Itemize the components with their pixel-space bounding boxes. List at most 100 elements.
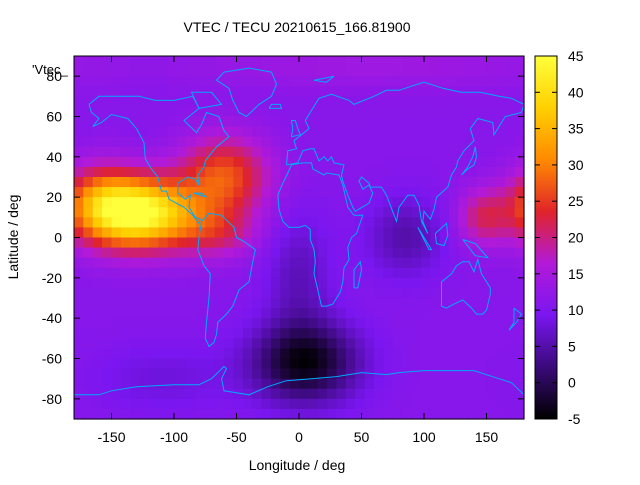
heatmap-cell bbox=[317, 177, 328, 188]
heatmap-cell bbox=[430, 166, 441, 178]
heatmap-cell bbox=[120, 237, 131, 249]
heatmap-cell bbox=[167, 408, 178, 420]
heatmap-cell bbox=[317, 66, 328, 77]
heatmap-cell bbox=[195, 116, 206, 128]
heatmap-cell bbox=[420, 126, 431, 138]
heatmap-cell bbox=[224, 358, 234, 370]
heatmap-cell bbox=[336, 146, 347, 158]
heatmap-cell bbox=[420, 298, 431, 309]
heatmap-cell bbox=[430, 378, 441, 390]
heatmap-cell bbox=[158, 408, 169, 420]
heatmap-cell bbox=[477, 267, 488, 279]
heatmap-cell bbox=[158, 368, 169, 380]
heatmap-cell bbox=[92, 257, 103, 269]
heatmap-cell bbox=[345, 166, 356, 178]
heatmap-cell bbox=[83, 368, 94, 380]
heatmap-cell bbox=[402, 368, 413, 380]
heatmap-cell bbox=[336, 56, 347, 67]
heatmap-cell bbox=[149, 136, 159, 148]
heatmap-cell bbox=[364, 66, 375, 77]
heatmap-cell bbox=[514, 287, 525, 299]
heatmap-cell bbox=[111, 368, 122, 380]
heatmap-cell bbox=[392, 96, 403, 108]
heatmap-cell bbox=[74, 116, 84, 128]
heatmap-cell bbox=[242, 96, 253, 108]
heatmap-cell bbox=[458, 76, 469, 87]
heatmap-cell bbox=[392, 187, 403, 198]
heatmap-cell bbox=[420, 207, 431, 218]
heatmap-cell bbox=[158, 166, 169, 178]
heatmap-cell bbox=[439, 388, 450, 400]
heatmap-cell bbox=[364, 247, 375, 259]
heatmap-cell bbox=[149, 287, 159, 299]
heatmap-cell bbox=[261, 56, 272, 67]
heatmap-cell bbox=[449, 348, 459, 360]
heatmap-cell bbox=[327, 328, 338, 339]
heatmap-cell bbox=[495, 207, 506, 218]
heatmap-cell bbox=[374, 348, 384, 360]
heatmap-cell bbox=[270, 358, 281, 370]
heatmap-cell bbox=[252, 56, 263, 67]
heatmap-cell bbox=[261, 126, 272, 138]
heatmap-cell bbox=[289, 348, 300, 360]
heatmap-cell bbox=[149, 247, 159, 259]
heatmap-cell bbox=[514, 136, 525, 148]
heatmap-cell bbox=[308, 398, 319, 410]
heatmap-cell bbox=[158, 247, 169, 259]
heatmap-cell bbox=[495, 247, 506, 259]
heatmap-cell bbox=[280, 177, 291, 188]
heatmap-cell bbox=[205, 298, 216, 309]
heatmap-cell bbox=[495, 177, 506, 188]
heatmap-cell bbox=[242, 166, 253, 178]
heatmap-cell bbox=[186, 237, 197, 249]
heatmap-cell bbox=[195, 106, 206, 118]
heatmap-cell bbox=[149, 76, 159, 87]
heatmap-cell bbox=[233, 217, 244, 229]
heatmap-cell bbox=[458, 277, 469, 289]
heatmap-cell bbox=[224, 408, 234, 420]
heatmap-cell bbox=[111, 308, 122, 319]
heatmap-cell bbox=[205, 237, 216, 249]
colorbar-tick-label: 5 bbox=[568, 338, 576, 354]
heatmap-cell bbox=[233, 348, 244, 360]
heatmap-cell bbox=[120, 247, 131, 259]
heatmap-cell bbox=[139, 76, 150, 87]
heatmap-cell bbox=[327, 388, 338, 400]
heatmap-cell bbox=[130, 177, 141, 188]
heatmap-cell bbox=[514, 177, 525, 188]
heatmap-cell bbox=[505, 358, 516, 370]
heatmap-cell bbox=[139, 207, 150, 218]
heatmap-cell bbox=[411, 328, 422, 339]
heatmap-cell bbox=[120, 56, 131, 67]
heatmap-cell bbox=[374, 136, 384, 148]
heatmap-cell bbox=[317, 227, 328, 239]
svalbard-coast bbox=[313, 75, 335, 83]
madagascar-coast bbox=[353, 260, 363, 289]
heatmap-cell bbox=[345, 207, 356, 218]
heatmap-cell bbox=[308, 66, 319, 77]
heatmap-cell bbox=[149, 126, 159, 138]
heatmap-cell bbox=[308, 368, 319, 380]
heatmap-cell bbox=[486, 247, 497, 259]
heatmap-cell bbox=[270, 116, 281, 128]
heatmap-cell bbox=[242, 378, 253, 390]
heatmap-cell bbox=[186, 207, 197, 218]
heatmap-cell bbox=[167, 348, 178, 360]
heatmap-cell bbox=[336, 76, 347, 87]
heatmap-cell bbox=[327, 287, 338, 299]
heatmap-cell bbox=[317, 56, 328, 67]
heatmap-cell bbox=[439, 56, 450, 67]
heatmap-cell bbox=[214, 328, 225, 339]
heatmap-cell bbox=[280, 338, 291, 350]
colorbar-tick-label: 0 bbox=[568, 375, 576, 391]
heatmap-cell bbox=[92, 187, 103, 198]
heatmap-cell bbox=[345, 267, 356, 279]
heatmap-cell bbox=[252, 308, 263, 319]
heatmap-cell bbox=[167, 298, 178, 309]
heatmap-cell bbox=[505, 66, 516, 77]
heatmap-cell bbox=[458, 358, 469, 370]
heatmap-cell bbox=[467, 388, 478, 400]
heatmap-cell bbox=[345, 378, 356, 390]
heatmap-cell bbox=[205, 398, 216, 410]
heatmap-cell bbox=[111, 408, 122, 420]
